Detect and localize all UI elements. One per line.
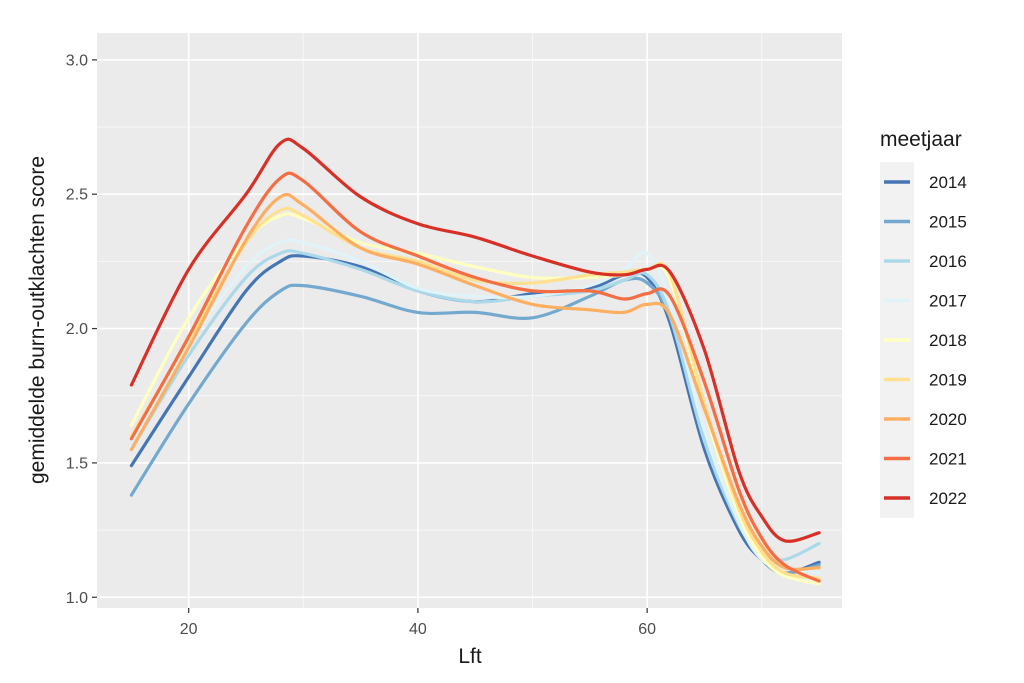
legend-label-2016: 2016 [929, 252, 967, 271]
legend-label-2018: 2018 [929, 331, 967, 350]
legend: meetjaar 2014 2015 2016 2017 2018 2019 2020 202… [880, 128, 967, 518]
legend-label-2015: 2015 [929, 213, 967, 232]
series-lines [129, 137, 821, 586]
x-tick-label: 60 [638, 621, 656, 638]
y-tick-label: 1.0 [66, 590, 88, 607]
legend-label-2019: 2019 [929, 371, 967, 390]
y-tick-label: 1.5 [66, 455, 88, 472]
x-tick-label: 20 [180, 621, 198, 638]
legend-label-2021: 2021 [929, 450, 967, 469]
x-tick-label: 40 [409, 621, 427, 638]
x-axis-title: Lft [458, 645, 482, 668]
y-tick-label: 3.0 [66, 52, 88, 69]
series-line-2021 [129, 171, 821, 583]
series-line-2022 [129, 137, 821, 543]
x-axis: 20 40 60 [180, 608, 656, 638]
grid-minor [97, 33, 842, 608]
plot-panel [97, 33, 842, 608]
series-line-2020 [129, 192, 821, 571]
legend-label-2014: 2014 [929, 173, 967, 192]
series-line-2019 [129, 206, 821, 580]
y-axis: 1.0 1.5 2.0 2.5 3.0 [66, 52, 97, 607]
legend-label-2022: 2022 [929, 489, 967, 508]
y-tick-label: 2.5 [66, 187, 88, 204]
legend-title: meetjaar [880, 128, 962, 151]
legend-label-2020: 2020 [929, 410, 967, 429]
y-axis-title: gemiddelde burn-outklachten score [26, 156, 49, 484]
legend-label-2017: 2017 [929, 292, 967, 311]
y-tick-label: 2.0 [66, 321, 88, 338]
